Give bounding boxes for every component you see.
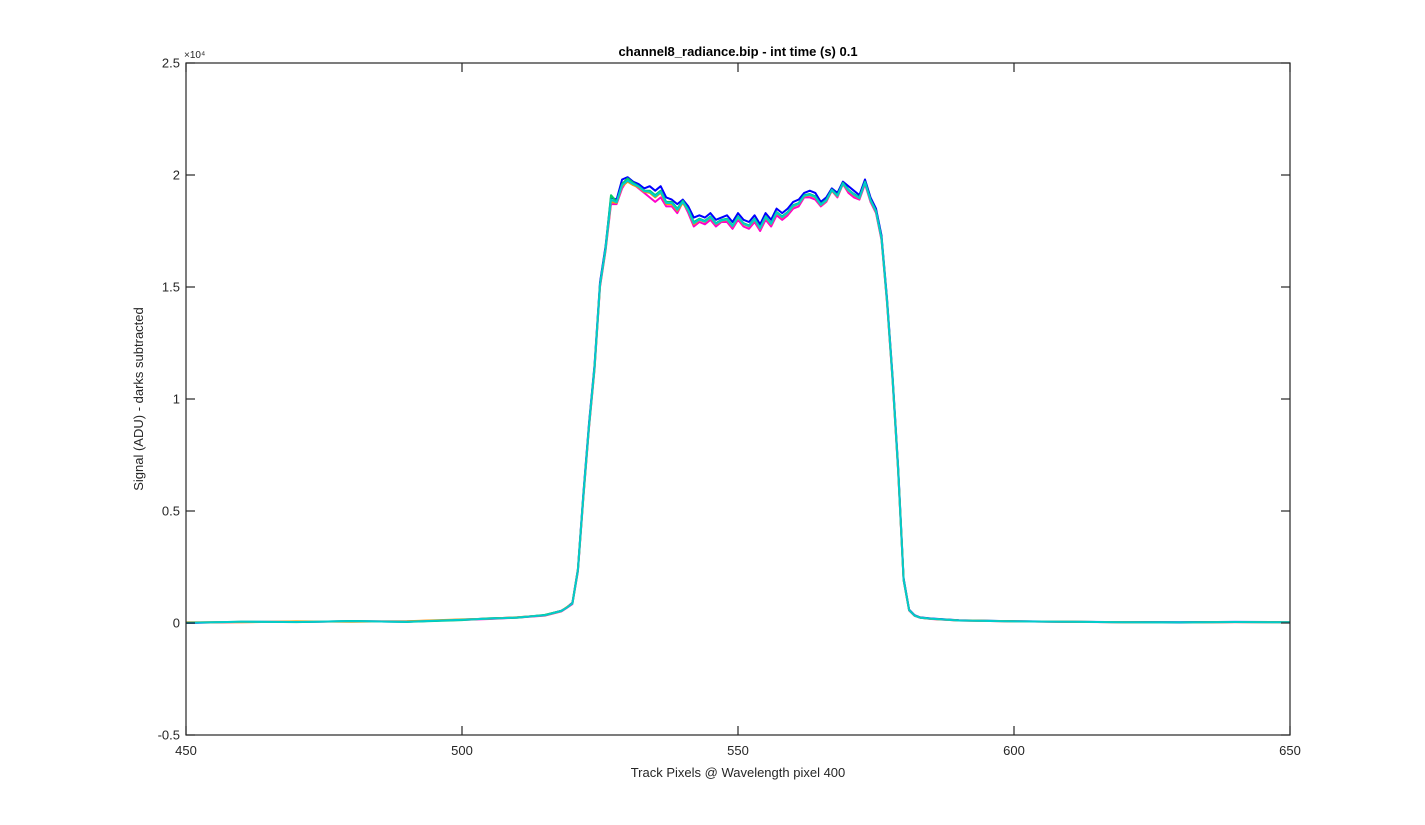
y-tick-label: 0.5 [162,504,180,519]
y-axis-ticks: -0.5 0 0.5 1 1.5 2 2.5 [158,56,1290,743]
y-tick-label: -0.5 [158,728,180,743]
x-tick-label: 500 [451,743,473,758]
y-axis-exponent-label: ×10⁴ [184,50,205,61]
series-line-5 [185,179,1291,624]
x-axis-label: Track Pixels @ Wavelength pixel 400 [631,765,846,780]
y-tick-label: 1 [173,392,180,407]
x-tick-label: 650 [1279,743,1301,758]
y-axis-label: Signal (ADU) - darks subtracted [131,307,146,491]
y-tick-label: 1.5 [162,280,180,295]
y-tick-label: 0 [173,616,180,631]
chart-title: channel8_radiance.bip - int time (s) 0.1 [618,44,857,59]
x-tick-label: 550 [727,743,749,758]
y-tick-label: 2 [173,168,180,183]
plot-area [186,63,1290,735]
x-tick-label: 600 [1003,743,1025,758]
y-tick-label: 2.5 [162,56,180,71]
x-axis-ticks: 450 500 550 600 650 [175,63,1301,758]
series-layer [185,176,1291,624]
x-tick-label: 450 [175,743,197,758]
